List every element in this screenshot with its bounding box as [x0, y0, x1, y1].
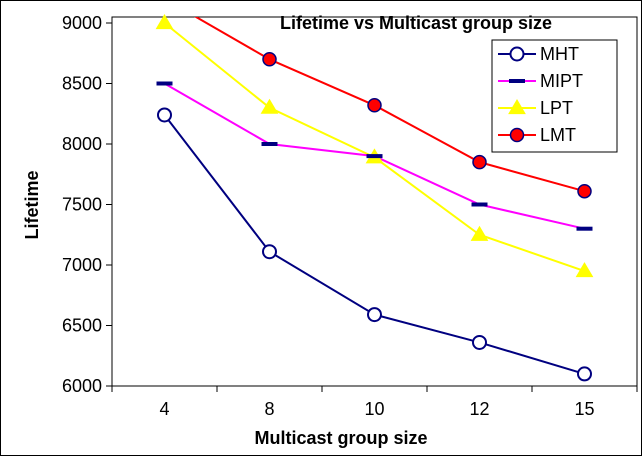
- legend-label-lpt: LPT: [540, 98, 573, 118]
- data-point-mipt: [156, 81, 173, 86]
- data-point-mht: [367, 307, 382, 323]
- data-point-lmt: [472, 154, 487, 170]
- y-axis-title: Lifetime: [22, 170, 42, 239]
- data-point-lmt: [577, 183, 592, 199]
- legend-marker-mipt: [509, 79, 525, 83]
- data-point-mipt: [471, 202, 488, 207]
- y-tick-label: 6500: [62, 316, 102, 336]
- y-tick-label: 7500: [62, 195, 102, 215]
- legend-label-mipt: MIPT: [540, 71, 583, 91]
- y-tick-label: 8500: [62, 74, 102, 94]
- legend-label-lmt: LMT: [540, 125, 576, 145]
- data-point-mht: [262, 244, 277, 260]
- y-tick-label: 8000: [62, 134, 102, 154]
- data-point-lpt: [260, 98, 279, 114]
- y-tick-label: 7000: [62, 255, 102, 275]
- x-tick-label: 15: [574, 399, 594, 419]
- x-tick-label: 4: [159, 399, 169, 419]
- data-point-mht: [157, 107, 172, 123]
- x-tick-label: 10: [364, 399, 384, 419]
- x-axis-title: Multicast group size: [254, 428, 427, 448]
- legend-label-mht: MHT: [540, 44, 579, 64]
- legend-marker-mht: [509, 46, 525, 62]
- legend-marker-lpt: [508, 99, 526, 115]
- data-point-mipt: [576, 226, 593, 231]
- chart-title: Lifetime vs Multicast group size: [280, 13, 552, 33]
- plot-area: [111, 16, 638, 387]
- data-point-lpt: [470, 225, 489, 241]
- data-point-lpt: [155, 14, 174, 30]
- data-point-lmt: [262, 52, 277, 67]
- data-point-lmt: [367, 98, 382, 113]
- x-tick-label: 8: [264, 399, 274, 419]
- legend-marker-lmt: [509, 127, 525, 143]
- data-point-mipt: [366, 154, 383, 159]
- y-tick-label: 9000: [62, 13, 102, 33]
- data-point-mipt: [261, 142, 278, 146]
- data-point-mht: [577, 366, 592, 382]
- data-point-lpt: [575, 262, 594, 278]
- data-point-mht: [472, 334, 487, 350]
- x-tick-label: 12: [469, 399, 489, 419]
- y-tick-label: 6000: [62, 376, 102, 396]
